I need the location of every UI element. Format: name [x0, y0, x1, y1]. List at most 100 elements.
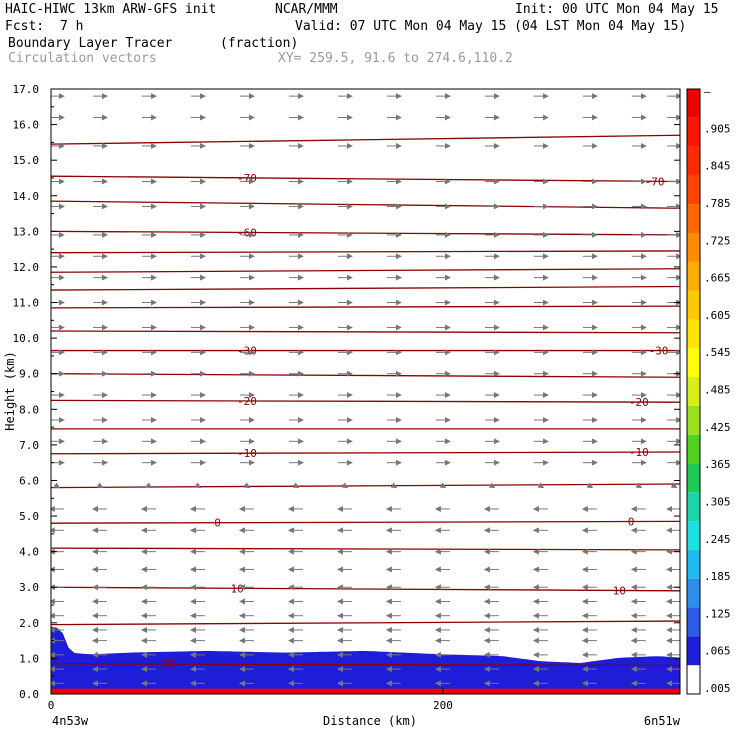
y-tick-label: 12.0: [13, 261, 40, 274]
contour-label: -20: [237, 395, 257, 408]
field-unit: (fraction): [220, 36, 299, 51]
colorbar-swatch: [687, 492, 700, 522]
y-tick-label: 17.0: [13, 83, 40, 96]
tracer-band: [51, 688, 680, 694]
y-axis-label: Height (km): [3, 351, 17, 430]
colorbar-label: .365: [704, 458, 731, 471]
y-tick-label: 4.0: [19, 546, 39, 559]
colorbar-label: .425: [704, 421, 731, 434]
contour-line: [51, 520, 680, 524]
colorbar-label: .845: [704, 160, 731, 173]
contour-line: [51, 586, 680, 592]
x-end-location: 6n51w: [644, 714, 681, 728]
contour-line: [51, 230, 680, 236]
colorbar-swatch: [687, 117, 700, 147]
wind-vector: [670, 482, 678, 489]
wind-vector: [488, 482, 496, 489]
y-tick-label: 8.0: [19, 403, 39, 416]
wind-vector: [537, 482, 545, 489]
colorbar-swatch: [687, 665, 700, 694]
contour-label: -30: [649, 345, 669, 358]
colorbar-label: .305: [704, 495, 731, 508]
colorbar-swatch: [687, 89, 700, 118]
colorbar-label: .185: [704, 570, 731, 583]
colorbar-label: .005: [704, 682, 731, 695]
y-tick-label: 10.0: [13, 332, 40, 345]
field-name: Boundary Layer Tracer: [8, 36, 173, 51]
wind-vector: [341, 482, 349, 489]
y-tick-label: 3.0: [19, 581, 39, 594]
y-tick-label: 1.0: [19, 652, 39, 665]
colorbar-label: .665: [704, 272, 731, 285]
contour-label: 0: [214, 517, 221, 530]
colorbar-swatch: [687, 434, 700, 464]
colorbar-swatch: [687, 463, 700, 493]
contour-label: 10: [231, 582, 244, 595]
colorbar-swatch: [687, 290, 700, 320]
contour-label: -70: [645, 175, 665, 188]
contour-label: 20: [162, 658, 175, 671]
contour-line: [51, 663, 680, 667]
contour-label: 10: [613, 584, 626, 597]
tracer-fill-layer: [51, 626, 680, 694]
tracer-band: [51, 626, 680, 694]
contour-label: -60: [237, 226, 257, 239]
forecast-hour: 7 h: [60, 19, 84, 34]
colorbar-swatch: [687, 607, 700, 637]
colorbar-label: –: [704, 85, 711, 98]
colorbar-swatch: [687, 233, 700, 262]
wind-vector: [243, 482, 251, 489]
contour-line: [51, 547, 680, 551]
contour-line: [51, 483, 680, 489]
valid-time: Valid: 07 UTC Mon 04 May 15 (04 LST Mon …: [295, 19, 687, 34]
contour-line: [51, 250, 680, 254]
cross-section-endpoints: XY= 259.5, 91.6 to 274.6,110.2: [278, 51, 513, 66]
colorbar-swatch: [687, 521, 700, 550]
colorbar-swatch: [687, 261, 700, 291]
y-tick-label: 15.0: [13, 154, 40, 167]
wind-vector: [439, 482, 447, 489]
y-tick-label: 13.0: [13, 225, 40, 238]
contour-line: [51, 399, 680, 403]
colorbar-label: .545: [704, 346, 731, 359]
wind-vector: [145, 482, 153, 489]
contour-line: [51, 373, 680, 378]
contour-line: [51, 330, 680, 334]
contour-line: [51, 268, 680, 273]
colorbar-swatch: [687, 146, 700, 176]
wind-vector: [586, 482, 594, 489]
axes: 0.0 1.0 2.0 3.0 4.0 5.0 6.0 7.0 8.0 9.0 10.0 11.0 12…: [3, 83, 681, 728]
wind-vector: [53, 482, 61, 489]
colorbar-label: .605: [704, 309, 731, 322]
contour-line: [51, 285, 680, 291]
colorbar-label: .245: [704, 533, 731, 546]
x-tick-label: 200: [433, 699, 453, 712]
contour-line: [51, 451, 680, 455]
colorbar-swatch: [687, 348, 700, 378]
colorbar-swatch: [687, 204, 700, 234]
colorbar: .005 .065 .125 .185 .245 .305 .365 .425 .485 .545…: [686, 85, 731, 695]
y-tick-label: 9.0: [19, 368, 39, 381]
wind-vector: [390, 482, 398, 489]
y-tick-label: 6.0: [19, 474, 39, 487]
wind-vector: [635, 482, 643, 489]
colorbar-frame: [686, 88, 701, 695]
colorbar-label: .905: [704, 122, 731, 135]
y-tick-label: 7.0: [19, 439, 39, 452]
y-tick-label: 16.0: [13, 119, 40, 132]
x-axis-label: Distance (km): [323, 714, 417, 728]
x-start-location: 4n53w: [52, 714, 89, 728]
colorbar-swatch: [687, 319, 700, 349]
colorbar-swatch: [687, 578, 700, 608]
contour-label: -20: [629, 396, 649, 409]
colorbar-label: .125: [704, 607, 731, 620]
contour-line: [51, 175, 680, 183]
colorbar-label: .725: [704, 234, 731, 247]
wind-vector: [292, 482, 300, 489]
contour-line: [51, 134, 680, 145]
temperature-contours: 20 10 10 0 0 -10 -10 -20 -20 -30 -30 -60 -70 -70: [51, 134, 680, 671]
contour-line: [51, 620, 680, 626]
model-title: HAIC-HIWC 13km ARW-GFS init: [5, 2, 217, 17]
colorbar-swatch: [687, 175, 700, 205]
contour-label: -10: [629, 446, 649, 459]
